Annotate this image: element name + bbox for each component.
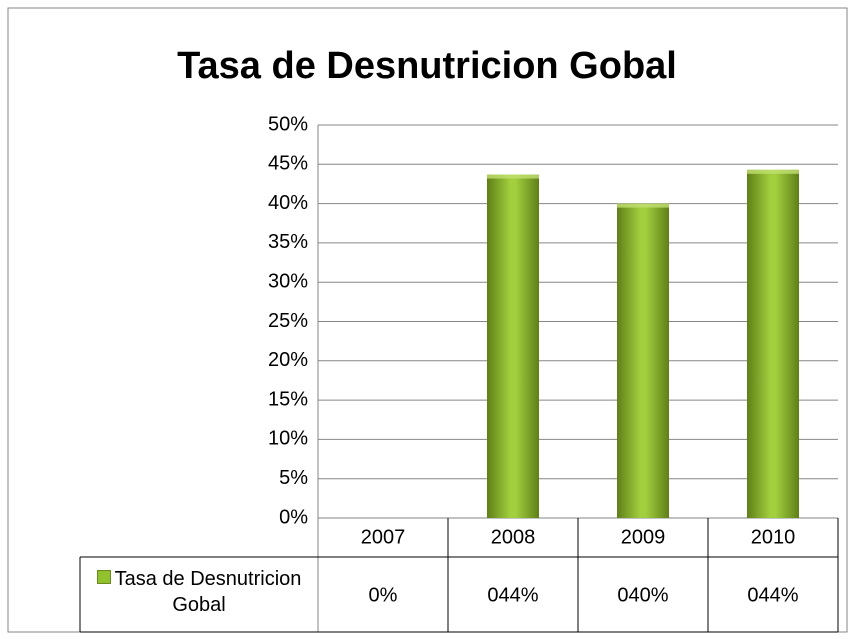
legend-label: Tasa de Desnutricion Gobal xyxy=(114,568,302,616)
value-label: 044% xyxy=(487,584,538,606)
y-tick-label: 15% xyxy=(268,388,308,410)
y-tick-label: 40% xyxy=(268,192,308,214)
value-label: 044% xyxy=(747,584,798,606)
y-tick-label: 0% xyxy=(279,506,308,528)
chart-title: Tasa de Desnutricion Gobal xyxy=(177,45,677,87)
x-tick-label: 2008 xyxy=(491,526,536,548)
x-tick-label: 2009 xyxy=(621,526,666,548)
bar-cap xyxy=(487,174,539,179)
bar xyxy=(617,203,669,518)
value-label: 0% xyxy=(369,584,398,606)
bar xyxy=(747,169,799,518)
legend-key xyxy=(96,570,111,584)
x-tick-label: 2007 xyxy=(361,526,406,548)
y-tick-label: 20% xyxy=(268,349,308,371)
chart-border xyxy=(7,7,848,633)
x-tick-label: 2010 xyxy=(751,526,796,548)
bar xyxy=(487,174,539,518)
y-tick-label: 50% xyxy=(268,113,308,135)
y-tick-label: 30% xyxy=(268,270,308,292)
bar-cap xyxy=(747,169,799,174)
y-tick-label: 25% xyxy=(268,310,308,332)
y-tick-label: 5% xyxy=(279,467,308,489)
legend-cell: Tasa de Desnutricion Gobal xyxy=(82,566,316,618)
y-tick-label: 35% xyxy=(268,231,308,253)
y-tick-label: 10% xyxy=(268,428,308,450)
bar-cap xyxy=(617,203,669,208)
value-label: 040% xyxy=(617,584,668,606)
y-tick-label: 45% xyxy=(268,153,308,175)
